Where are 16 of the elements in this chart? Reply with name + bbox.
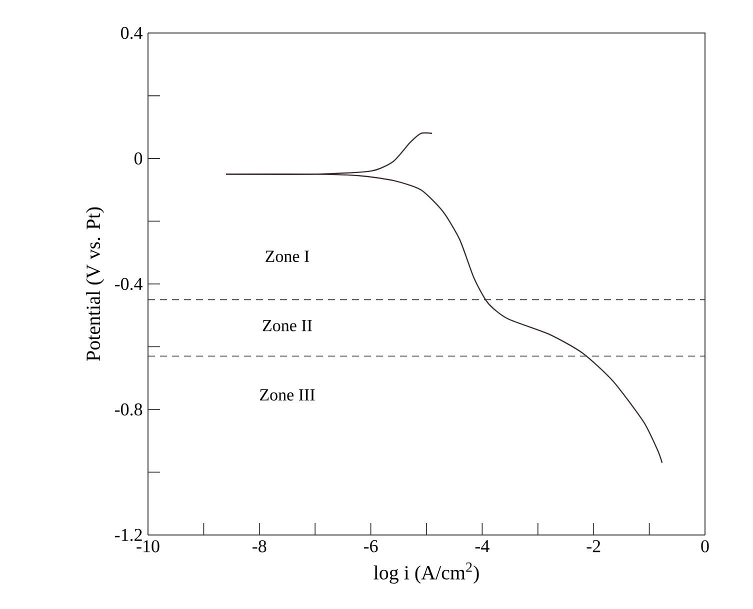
y-tick-label: -0.4 xyxy=(114,278,143,290)
x-tick-label: 0 xyxy=(701,540,709,552)
x-tick-label: -8 xyxy=(252,540,266,552)
annotation: Zone II xyxy=(262,320,312,332)
y-axis-title: Potential (V vs. Pt) xyxy=(86,207,104,361)
x-tick-label: -2 xyxy=(586,540,600,552)
x-tick-label: -6 xyxy=(364,540,378,552)
y-tick-label: 0.4 xyxy=(120,26,143,40)
x-tick-label: -4 xyxy=(475,540,490,552)
x-tick-label: -10 xyxy=(136,540,160,552)
x-axis-title: log i (A/cm$^{2}$) xyxy=(374,562,479,584)
annotation: Zone I xyxy=(266,250,310,262)
y-tick-label: -0.8 xyxy=(114,403,142,416)
y-tick-label: 0 xyxy=(134,152,142,165)
annotation: Zone III xyxy=(260,389,315,401)
y-tick-label: -1.2 xyxy=(114,528,142,542)
